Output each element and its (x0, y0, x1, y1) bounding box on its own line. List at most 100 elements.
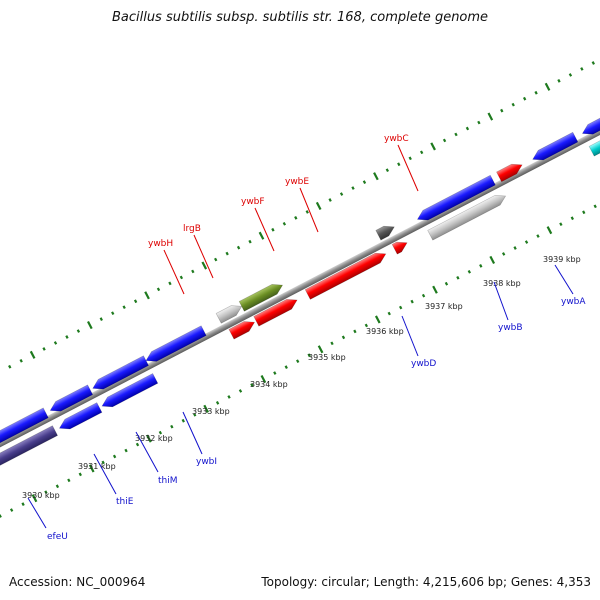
gene-label-reverse[interactable]: ywbD (411, 359, 436, 369)
gene-arrow[interactable] (375, 222, 397, 241)
label-leader-line (182, 411, 203, 455)
gene-arrow[interactable] (530, 131, 579, 164)
scale-tick (374, 315, 381, 324)
scale-tick (236, 245, 241, 250)
gene-label-reverse[interactable]: ywbI (196, 457, 217, 467)
scale-tick (179, 275, 184, 280)
gene-label-reverse[interactable]: thiE (116, 497, 134, 507)
genome-backbone (0, 62, 600, 484)
scale-tick (156, 287, 161, 292)
scale-tick (397, 162, 401, 167)
label-leader-line (397, 144, 419, 192)
scale-tick (362, 180, 367, 184)
kbp-tick-label: 3933 kbp (192, 407, 230, 416)
scale-tick (557, 79, 561, 83)
scale-tick (546, 226, 553, 235)
gene-arrow[interactable] (143, 325, 207, 366)
scale-tick (364, 323, 369, 328)
label-leader-line (554, 264, 574, 295)
scale-tick (112, 454, 117, 459)
label-leader-line (254, 207, 275, 252)
scale-tick (522, 96, 527, 101)
gene-label-forward[interactable]: ywbF (241, 197, 265, 207)
scale-tick (19, 358, 23, 363)
scale-tick (111, 311, 115, 316)
scale-tick (341, 335, 346, 340)
gene-arrow[interactable] (48, 384, 94, 416)
scale-tick (442, 138, 447, 143)
scale-tick (29, 350, 36, 359)
scale-tick (201, 261, 208, 270)
scale-tick (399, 305, 403, 310)
scale-tick (591, 61, 595, 65)
gene-arrow[interactable] (588, 104, 600, 157)
gene-label-forward[interactable]: lrgB (183, 224, 201, 234)
gene-arrow[interactable] (253, 295, 300, 327)
kbp-tick-label: 3934 kbp (250, 380, 288, 389)
gene-label-reverse[interactable]: efeU (47, 532, 68, 542)
gene-arrow[interactable] (57, 402, 103, 434)
scale-tick (315, 201, 322, 211)
scale-tick (133, 299, 138, 304)
scale-tick (238, 389, 243, 393)
scale-tick (55, 484, 60, 489)
scale-tick (282, 221, 287, 226)
gene-label-reverse[interactable]: ywbB (498, 323, 523, 333)
scale-tick (489, 255, 496, 264)
gene-arrow[interactable] (0, 425, 58, 480)
scale-tick (305, 210, 309, 214)
gene-arrow[interactable] (580, 85, 600, 138)
genome-band (0, 61, 600, 518)
scale-tick (582, 210, 586, 215)
scale-tick (430, 142, 436, 151)
gene-arrow[interactable] (391, 238, 409, 255)
scale-tick (193, 412, 197, 417)
scale-line-top (8, 61, 595, 369)
scale-tick (421, 293, 426, 298)
scale-tick (385, 168, 390, 173)
scale-tick (479, 264, 483, 268)
gene-arrow[interactable] (238, 280, 285, 312)
scale-tick (78, 472, 82, 477)
scale-tick (559, 222, 563, 227)
scale-tick (500, 108, 504, 113)
scale-tick (248, 239, 252, 244)
gene-arrow[interactable] (427, 191, 508, 241)
gene-label-forward[interactable]: ywbH (148, 239, 173, 249)
scale-tick (568, 73, 573, 77)
gene-arrow[interactable] (0, 407, 49, 462)
scale-tick (465, 126, 470, 131)
scale-tick (87, 321, 93, 330)
scale-tick (65, 335, 69, 339)
scale-tick (410, 299, 414, 304)
gene-label-reverse[interactable]: ywbA (561, 297, 586, 307)
label-layer: 3930 kbp 3931 kbp 3932 kbp 3933 kbp 3934 kbp… (22, 134, 586, 542)
scale-tick (534, 90, 538, 95)
gene-label-reverse[interactable]: thiM (158, 476, 178, 486)
gene-arrow[interactable] (99, 373, 159, 411)
gene-arrow[interactable] (228, 317, 257, 340)
scale-tick (53, 341, 58, 345)
gene-label-forward[interactable]: ywbE (285, 177, 309, 187)
scale-tick (317, 345, 324, 354)
scale-tick (101, 460, 105, 465)
scale-tick (76, 329, 81, 333)
scale-tick (21, 502, 25, 506)
scale-tick (258, 231, 265, 240)
scale-tick (432, 285, 438, 294)
label-leader-line (163, 249, 185, 295)
scale-tick (88, 464, 95, 473)
scale-tick (122, 305, 126, 310)
kbp-tick-label: 3935 kbp (308, 353, 346, 362)
scale-tick (544, 82, 551, 91)
scale-tick (456, 275, 460, 280)
gene-arrow[interactable] (415, 174, 496, 224)
scale-tick (513, 246, 517, 250)
gene-arrow[interactable] (496, 160, 525, 183)
gene-arrow[interactable] (304, 249, 388, 300)
gene-arrow[interactable] (215, 301, 244, 324)
gene-label-forward[interactable]: ywbC (384, 134, 409, 144)
scale-tick (144, 291, 150, 300)
